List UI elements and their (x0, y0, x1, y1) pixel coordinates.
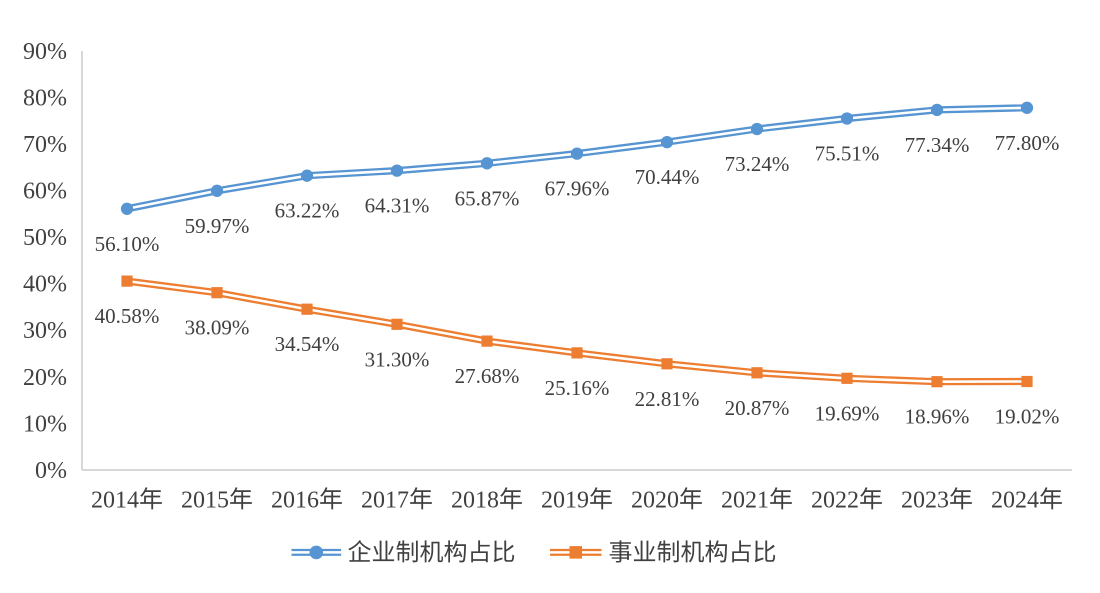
svg-text:60%: 60% (23, 179, 67, 205)
svg-text:90%: 90% (23, 39, 67, 65)
svg-text:63.22%: 63.22% (275, 199, 340, 223)
svg-text:18.96%: 18.96% (905, 405, 970, 429)
svg-text:64.31%: 64.31% (365, 194, 430, 218)
svg-text:67.96%: 67.96% (545, 177, 610, 201)
svg-text:2018: 2018 (451, 488, 499, 514)
svg-text:30%: 30% (23, 318, 67, 344)
svg-text:2016: 2016 (271, 488, 319, 514)
svg-text:2021: 2021 (721, 488, 769, 514)
svg-text:80%: 80% (23, 86, 67, 112)
svg-text:40.58%: 40.58% (95, 304, 160, 328)
svg-text:34.54%: 34.54% (275, 332, 340, 356)
svg-text:77.34%: 77.34% (905, 133, 970, 157)
svg-text:75.51%: 75.51% (815, 142, 880, 166)
svg-text:77.80%: 77.80% (995, 131, 1060, 155)
svg-text:19.69%: 19.69% (815, 401, 880, 425)
svg-text:2017: 2017 (361, 488, 409, 514)
svg-text:25.16%: 25.16% (545, 376, 610, 400)
svg-text:2024: 2024 (991, 488, 1039, 514)
svg-text:19.02%: 19.02% (995, 405, 1060, 429)
svg-text:2023: 2023 (901, 488, 949, 514)
svg-text:70.44%: 70.44% (635, 165, 700, 189)
svg-text:50%: 50% (23, 225, 67, 251)
svg-text:0%: 0% (35, 458, 67, 484)
svg-text:10%: 10% (23, 411, 67, 437)
svg-text:27.68%: 27.68% (455, 364, 520, 388)
svg-text:2015: 2015 (181, 488, 229, 514)
svg-text:70%: 70% (23, 132, 67, 158)
svg-text:31.30%: 31.30% (365, 347, 430, 371)
svg-text:20.87%: 20.87% (725, 396, 790, 420)
svg-text:65.87%: 65.87% (455, 186, 520, 210)
svg-text:59.97%: 59.97% (185, 214, 250, 238)
svg-text:2019: 2019 (541, 488, 589, 514)
svg-text:2020: 2020 (631, 488, 679, 514)
svg-text:20%: 20% (23, 365, 67, 391)
svg-text:40%: 40% (23, 272, 67, 298)
svg-text:56.10%: 56.10% (95, 232, 160, 256)
svg-text:73.24%: 73.24% (725, 152, 790, 176)
svg-text:2022: 2022 (811, 488, 859, 514)
svg-text:22.81%: 22.81% (635, 387, 700, 411)
svg-text:38.09%: 38.09% (185, 316, 250, 340)
svg-text:2014: 2014 (91, 488, 139, 514)
